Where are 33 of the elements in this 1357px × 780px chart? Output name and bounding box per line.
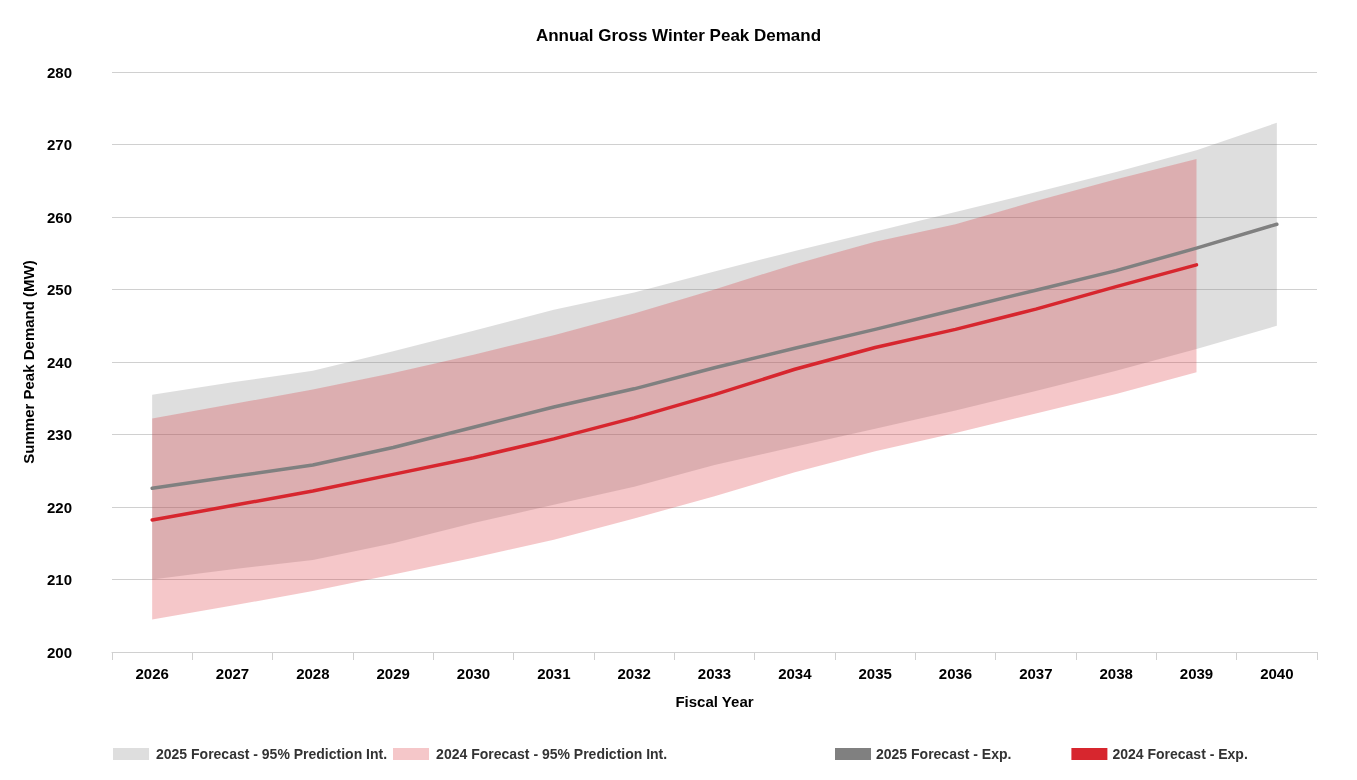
x-tick-label: 2029: [376, 665, 410, 682]
x-tick-label: 2038: [1099, 665, 1133, 682]
x-tick-label: 2027: [215, 665, 250, 682]
x-tick-label: 2037: [1019, 665, 1053, 682]
line-series: [150, 263, 1199, 522]
text: 2024 Forecast - 95% Prediction Int.: [436, 746, 668, 762]
y-tick-label: 270: [46, 136, 72, 153]
x-tick-label: 2031: [537, 665, 571, 682]
y-tick-label: 200: [46, 643, 72, 661]
x-tick-label: 2028: [296, 665, 330, 682]
x-tick-label: 2030: [456, 665, 491, 682]
y-tick-label: 260: [46, 208, 72, 226]
y-tick-label: 220: [46, 498, 72, 516]
x-tick-label: 2032: [617, 665, 651, 682]
text: 2025 Forecast - 95% Prediction Int.: [156, 746, 388, 762]
y-tick-label: 280: [46, 63, 72, 81]
x-axis-title: Fiscal Year: [675, 693, 754, 710]
legend-label: 2025 Forecast - Exp.: [876, 746, 1012, 762]
legend-label: 2024 Forecast - Exp.: [1112, 746, 1248, 762]
chart-title: Annual Gross Winter Peak Demand: [535, 26, 822, 45]
x-tick-label: 2033: [697, 665, 732, 682]
line-series: [150, 222, 1279, 490]
x-tick-label: 2036: [938, 665, 973, 682]
y-tick-label: 240: [46, 353, 72, 371]
y-tick-label: 210: [46, 571, 72, 588]
x-tick-label: 2040: [1260, 665, 1294, 682]
x-tick-label: 2026: [135, 665, 169, 682]
y-axis-title: Summer Peak Demand (MW): [20, 260, 38, 464]
x-tick-label: 2039: [1179, 665, 1214, 682]
y-tick-label: 250: [46, 281, 72, 298]
y-tick-label: 230: [46, 426, 72, 443]
x-tick-label: 2034: [778, 665, 813, 682]
x-tick-label: 2035: [858, 665, 892, 682]
